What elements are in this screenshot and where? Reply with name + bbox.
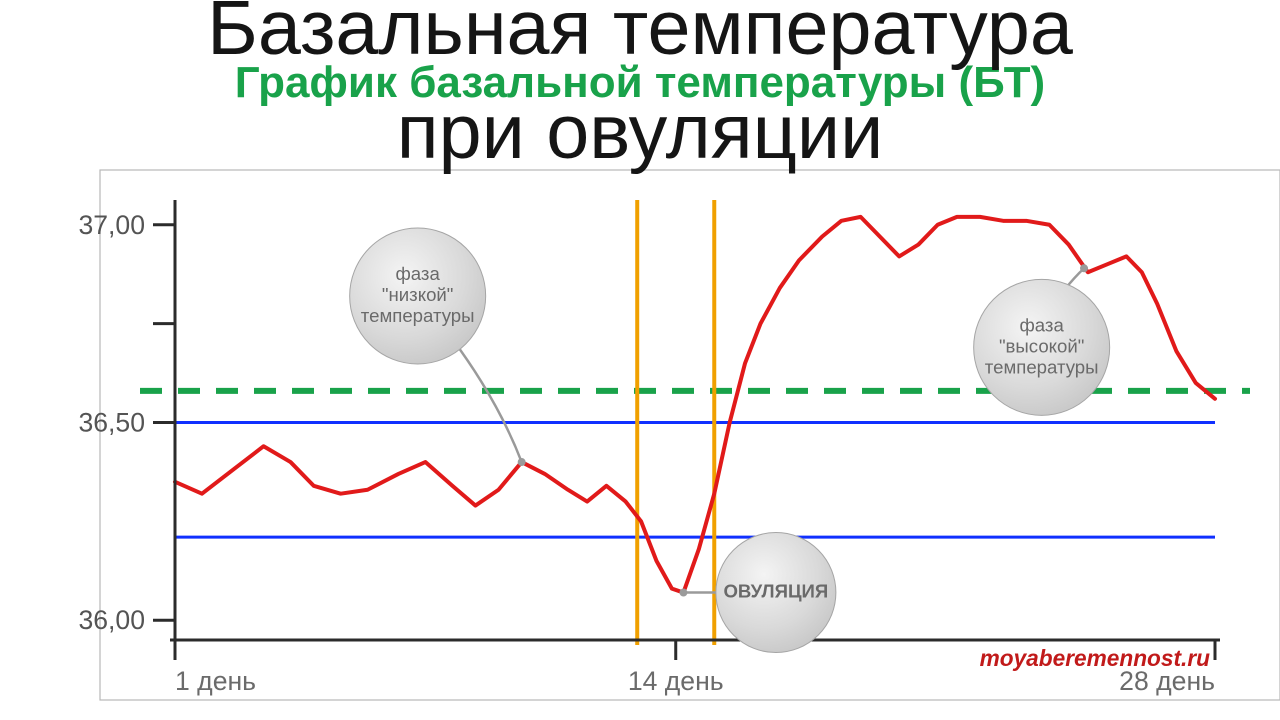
svg-text:37,00: 37,00 (78, 210, 145, 240)
svg-text:36,50: 36,50 (78, 408, 145, 438)
svg-text:фаза: фаза (1019, 314, 1064, 335)
svg-text:"высокой": "высокой" (999, 335, 1084, 356)
svg-text:36,00: 36,00 (78, 605, 145, 635)
svg-text:температуры: температуры (985, 356, 1099, 377)
svg-text:фаза: фаза (395, 263, 440, 284)
bbt-chart: 36,0036,5037,001 день14 день28 деньфаза"… (0, 0, 1280, 720)
svg-text:14 день: 14 день (628, 666, 724, 696)
svg-text:"низкой": "низкой" (382, 284, 454, 305)
svg-text:1 день: 1 день (175, 666, 256, 696)
chart-subtitle: График базальной температуры (БТ) (0, 58, 1280, 108)
svg-text:температуры: температуры (361, 305, 475, 326)
credit-link: moyaberemennost.ru (980, 645, 1210, 672)
svg-text:ОВУЛЯЦИЯ: ОВУЛЯЦИЯ (723, 581, 828, 602)
